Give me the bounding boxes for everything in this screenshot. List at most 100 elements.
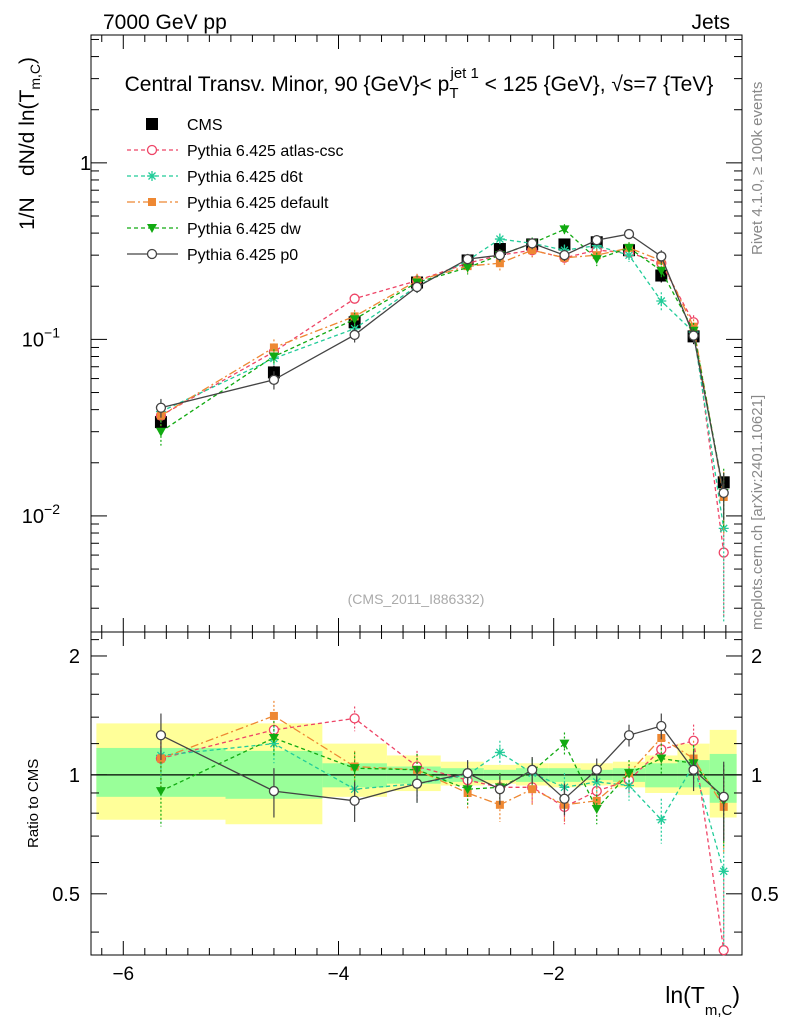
ratio-tick-label: 2	[69, 646, 80, 668]
header-right: Jets	[691, 11, 730, 34]
legend-item: Pythia 6.425 d6t	[127, 169, 303, 186]
ratio-point	[718, 791, 729, 802]
ratio-point	[349, 764, 360, 774]
series-pythia-6-425-dw	[155, 224, 729, 529]
y-tick-exp: −1	[44, 324, 60, 340]
data-point	[528, 246, 537, 255]
data-point	[349, 293, 360, 304]
ratio-point	[494, 784, 506, 795]
ratio-point	[559, 793, 570, 804]
series-line	[160, 249, 725, 553]
analysis-watermark: (CMS_2011_I886332)	[348, 591, 485, 607]
legend: CMS Pythia 6.425 atlas-csc Pythia 6.425 d6…	[127, 117, 344, 264]
ratio-point	[494, 747, 505, 758]
series-pythia-6-425-default	[156, 242, 728, 535]
data-point	[559, 225, 570, 235]
data-point	[688, 330, 699, 341]
main-panel-series	[154, 224, 730, 623]
ratio-point	[591, 804, 602, 814]
header-left: 7000 GeV pp	[103, 11, 227, 34]
data-point	[462, 253, 473, 265]
data-point	[349, 315, 360, 325]
y-tick-label: 10−1	[22, 324, 60, 351]
ratio-tick-label-right: 2	[751, 646, 762, 668]
data-point	[269, 343, 278, 352]
ratio-point	[155, 730, 167, 741]
main-panel-ticks: 1 10−1 10−2	[22, 35, 742, 632]
data-point	[591, 255, 602, 265]
series-line	[160, 238, 725, 529]
ratio-point	[268, 785, 280, 797]
data-point	[527, 238, 538, 249]
data-point	[494, 234, 505, 245]
legend-marker	[148, 198, 156, 206]
y-tick-base: 1	[80, 153, 91, 175]
y-label-main: dN/d ln(T	[16, 89, 39, 176]
data-point	[656, 251, 667, 262]
data-point	[623, 228, 635, 240]
series-pythia-6-425-atlas-csc	[155, 243, 729, 617]
series-pythia-6-425-d6t	[155, 233, 729, 623]
legend-label: Pythia 6.425 d6t	[187, 169, 303, 186]
legend-item: Pythia 6.425 p0	[127, 247, 298, 264]
ratio-point	[688, 764, 699, 775]
data-point	[494, 250, 506, 261]
ratio-point	[656, 814, 667, 825]
ratio-plot-frame	[90, 631, 743, 956]
x-tick-label: −4	[328, 964, 350, 985]
data-point	[411, 281, 423, 293]
data-point	[268, 374, 280, 385]
title-main: Central Transv. Minor, 90 {GeV}< p	[125, 73, 450, 96]
data-point	[155, 402, 167, 413]
data-point	[656, 266, 667, 276]
ratio-point	[718, 866, 729, 877]
y-tick-label: 1	[80, 153, 91, 175]
ratio-point	[528, 785, 537, 794]
legend-label: Pythia 6.425 default	[187, 195, 329, 212]
ratio-point	[462, 768, 473, 779]
ratio-point	[656, 754, 667, 764]
mcplots-label: mcplots.cern.ch [arXiv:2401.10621]	[749, 395, 766, 630]
y-label-sub: m,C	[27, 64, 43, 90]
ratio-point	[349, 713, 360, 724]
legend-marker	[146, 144, 158, 156]
ratio-point	[268, 738, 279, 749]
ratio-panel-ticks: −6 −4 −2 2 2 1 1 0.5 0.5	[52, 632, 779, 985]
data-point	[718, 487, 729, 499]
title-rest: < 125 {GeV}, √s=7 {TeV}	[479, 73, 714, 96]
data-point	[268, 352, 279, 362]
series-line	[160, 233, 725, 494]
data-point	[495, 259, 504, 268]
y-label-end: )	[16, 57, 39, 64]
y-tick-label: 10−2	[22, 501, 60, 528]
data-point	[559, 250, 570, 261]
legend-marker	[146, 118, 158, 130]
x-tick-label: −2	[543, 964, 565, 985]
ratio-point	[624, 769, 635, 779]
x-label-main: ln(T	[665, 982, 705, 1008]
legend-label: Pythia 6.425 p0	[187, 247, 298, 264]
data-point	[656, 295, 667, 306]
ratio-tick-label-right: 1	[751, 765, 762, 787]
ratio-point	[591, 764, 602, 775]
ratio-point	[656, 720, 667, 732]
legend-marker	[147, 224, 157, 233]
ratio-point	[591, 776, 602, 787]
ratio-point	[269, 711, 278, 720]
ratio-point	[411, 778, 423, 789]
legend-marker	[146, 248, 158, 260]
ratio-point	[559, 739, 570, 749]
ratio-axis-label: Ratio to CMS	[25, 759, 42, 848]
y-tick-exp: −2	[44, 501, 60, 517]
title-sup: jet 1	[449, 65, 478, 82]
ratio-point	[155, 787, 166, 797]
legend-item: Pythia 6.425 dw	[127, 221, 301, 238]
ratio-point	[462, 785, 473, 795]
legend-item: Pythia 6.425 default	[127, 195, 329, 212]
ratio-point	[527, 764, 538, 775]
x-label-end: )	[732, 982, 740, 1008]
data-point	[462, 263, 473, 273]
legend-label: CMS	[187, 117, 223, 134]
ratio-point	[349, 795, 360, 806]
